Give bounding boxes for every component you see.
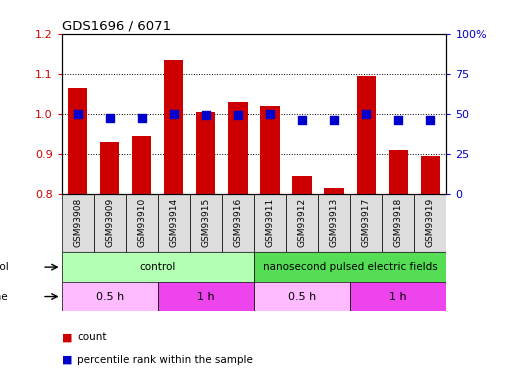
Bar [357, 76, 376, 375]
Point [73, 111, 82, 117]
Bar [350, 194, 382, 252]
Point [266, 111, 274, 117]
Text: nanosecond pulsed electric fields: nanosecond pulsed electric fields [263, 262, 438, 272]
Text: GSM93916: GSM93916 [233, 198, 243, 248]
Text: protocol: protocol [0, 262, 9, 272]
Point [106, 116, 114, 122]
Text: control: control [140, 262, 176, 272]
Bar [132, 136, 151, 375]
Bar [382, 194, 415, 252]
Bar [254, 252, 446, 282]
Bar [222, 194, 254, 252]
Bar [254, 282, 350, 311]
Text: 0.5 h: 0.5 h [95, 291, 124, 302]
Bar [415, 194, 446, 252]
Bar [228, 102, 247, 375]
Text: GSM93918: GSM93918 [393, 198, 403, 248]
Bar [68, 88, 87, 375]
Point [426, 117, 435, 123]
Text: percentile rank within the sample: percentile rank within the sample [77, 355, 253, 365]
Text: time: time [0, 291, 9, 302]
Point [298, 117, 306, 123]
Bar [62, 252, 254, 282]
Bar [158, 282, 254, 311]
Point [202, 112, 210, 118]
Text: GSM93910: GSM93910 [137, 198, 146, 248]
Bar [318, 194, 350, 252]
Text: count: count [77, 333, 107, 342]
Bar [126, 194, 158, 252]
Text: GSM93912: GSM93912 [298, 198, 307, 248]
Bar [389, 150, 408, 375]
Text: GSM93911: GSM93911 [265, 198, 274, 248]
Text: GSM93914: GSM93914 [169, 198, 179, 248]
Bar [260, 106, 280, 375]
Bar [421, 156, 440, 375]
Point [170, 111, 178, 117]
Bar [350, 282, 446, 311]
Text: GSM93919: GSM93919 [426, 198, 435, 248]
Bar [158, 194, 190, 252]
Text: GSM93909: GSM93909 [105, 198, 114, 248]
Bar [93, 194, 126, 252]
Point [394, 117, 402, 123]
Bar [196, 112, 215, 375]
Bar [286, 194, 318, 252]
Text: GSM93908: GSM93908 [73, 198, 82, 248]
Text: GSM93913: GSM93913 [329, 198, 339, 248]
Point [137, 116, 146, 122]
Point [234, 112, 242, 118]
Bar [164, 60, 184, 375]
Text: 0.5 h: 0.5 h [288, 291, 316, 302]
Text: 1 h: 1 h [389, 291, 407, 302]
Text: ■: ■ [62, 355, 72, 365]
Bar [324, 188, 344, 375]
Point [330, 117, 338, 123]
Text: ■: ■ [62, 333, 72, 342]
Bar [292, 176, 311, 375]
Text: 1 h: 1 h [197, 291, 214, 302]
Text: GDS1696 / 6071: GDS1696 / 6071 [62, 20, 171, 33]
Bar [100, 142, 119, 375]
Point [362, 111, 370, 117]
Bar [190, 194, 222, 252]
Bar [62, 194, 93, 252]
Bar [254, 194, 286, 252]
Text: GSM93915: GSM93915 [201, 198, 210, 248]
Text: GSM93917: GSM93917 [362, 198, 371, 248]
Bar [62, 282, 158, 311]
